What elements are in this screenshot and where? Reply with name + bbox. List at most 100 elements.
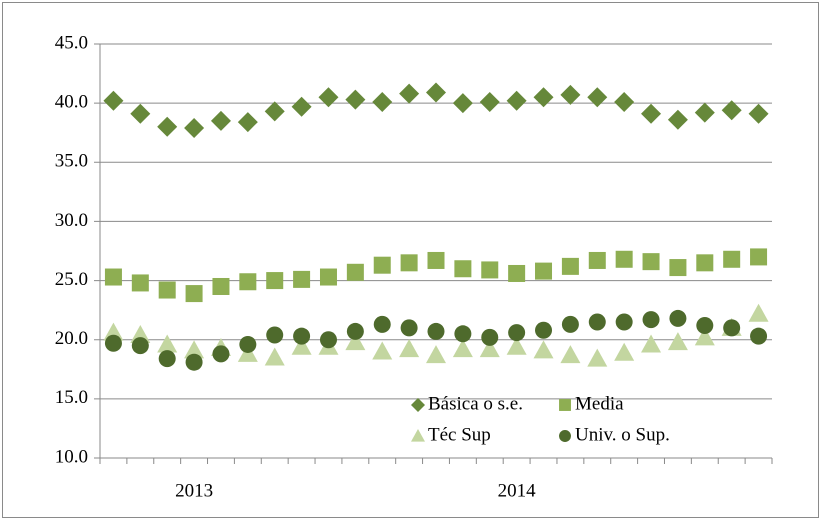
- data-point: [694, 327, 715, 346]
- data-point: [452, 93, 473, 114]
- data-point: [479, 339, 500, 358]
- data-point: [185, 353, 203, 371]
- data-point: [723, 250, 741, 268]
- data-point: [346, 263, 364, 281]
- data-point: [130, 324, 151, 343]
- data-point: [614, 342, 635, 361]
- data-point: [535, 262, 553, 280]
- data-point: [318, 87, 339, 108]
- data-point: [293, 270, 311, 288]
- data-point: [158, 350, 176, 368]
- data-point: [508, 264, 526, 282]
- data-point: [104, 268, 122, 286]
- data-point: [748, 303, 769, 322]
- y-tick-label: 40.0: [55, 92, 88, 113]
- data-point: [508, 324, 526, 342]
- data-point: [614, 91, 635, 112]
- data-point: [345, 89, 366, 110]
- data-point: [266, 272, 284, 290]
- y-tick-label: 30.0: [55, 210, 88, 231]
- y-tick-label: 35.0: [55, 151, 88, 172]
- y-tick-label: 10.0: [55, 446, 88, 467]
- data-point: [561, 315, 579, 333]
- data-point: [667, 332, 688, 351]
- data-point: [158, 281, 176, 299]
- data-point: [454, 260, 472, 278]
- data-point: [642, 311, 660, 329]
- data-point: [212, 345, 230, 363]
- data-point: [588, 251, 606, 269]
- data-point: [131, 274, 149, 292]
- data-point: [454, 325, 472, 343]
- data-point: [667, 109, 688, 130]
- data-point: [264, 101, 285, 122]
- data-point: [641, 334, 662, 353]
- data-point: [266, 326, 284, 344]
- legend-marker: [411, 398, 425, 412]
- data-point: [426, 345, 446, 364]
- data-point: [264, 347, 285, 366]
- data-point: [696, 254, 714, 272]
- data-point: [481, 328, 499, 346]
- legend-marker: [559, 430, 571, 442]
- data-point: [373, 315, 391, 333]
- legend-label: Media: [575, 393, 624, 414]
- data-point: [533, 340, 554, 359]
- data-point: [184, 340, 205, 359]
- data-point: [427, 251, 445, 269]
- data-point: [103, 90, 124, 111]
- data-point: [669, 259, 687, 277]
- data-point: [535, 321, 553, 339]
- data-point: [723, 319, 741, 337]
- data-point: [210, 110, 231, 131]
- x-tick-label: 2013: [175, 480, 213, 501]
- data-point: [721, 100, 742, 121]
- data-point: [506, 336, 527, 355]
- data-point: [561, 257, 579, 275]
- data-point: [452, 339, 473, 358]
- data-point: [399, 339, 420, 358]
- data-point: [427, 322, 445, 340]
- data-point: [319, 268, 337, 286]
- data-point: [560, 84, 581, 105]
- data-point: [694, 102, 715, 123]
- data-point: [157, 334, 178, 353]
- data-point: [130, 103, 151, 124]
- data-point: [533, 87, 554, 108]
- legend-marker: [411, 429, 425, 442]
- data-point: [239, 273, 257, 291]
- data-point: [669, 309, 687, 327]
- data-point: [212, 277, 230, 295]
- data-point: [131, 337, 149, 355]
- data-point: [641, 103, 662, 124]
- data-point: [372, 91, 393, 112]
- data-point: [239, 335, 257, 353]
- data-point: [345, 332, 366, 351]
- data-point: [587, 87, 608, 108]
- data-point: [346, 322, 364, 340]
- x-tick-label: 2014: [498, 480, 537, 501]
- data-point: [750, 248, 768, 266]
- data-point: [479, 91, 500, 112]
- y-tick-label: 15.0: [55, 387, 88, 408]
- data-point: [184, 117, 205, 138]
- legend-label: Univ. o Sup.: [575, 424, 670, 445]
- data-point: [587, 348, 608, 367]
- legend-marker: [559, 399, 571, 411]
- data-point: [319, 331, 337, 349]
- data-point: [481, 261, 499, 279]
- data-point: [400, 254, 418, 272]
- data-point: [291, 336, 312, 355]
- y-tick-label: 45.0: [55, 32, 88, 53]
- data-point: [560, 345, 581, 364]
- data-point: [103, 322, 124, 341]
- data-point: [372, 341, 393, 360]
- data-point: [615, 313, 633, 331]
- legend-label: Téc Sup: [428, 424, 491, 445]
- data-point: [615, 250, 633, 268]
- data-point: [750, 327, 768, 345]
- data-point: [399, 83, 420, 104]
- data-point: [237, 112, 258, 133]
- data-point: [185, 285, 203, 303]
